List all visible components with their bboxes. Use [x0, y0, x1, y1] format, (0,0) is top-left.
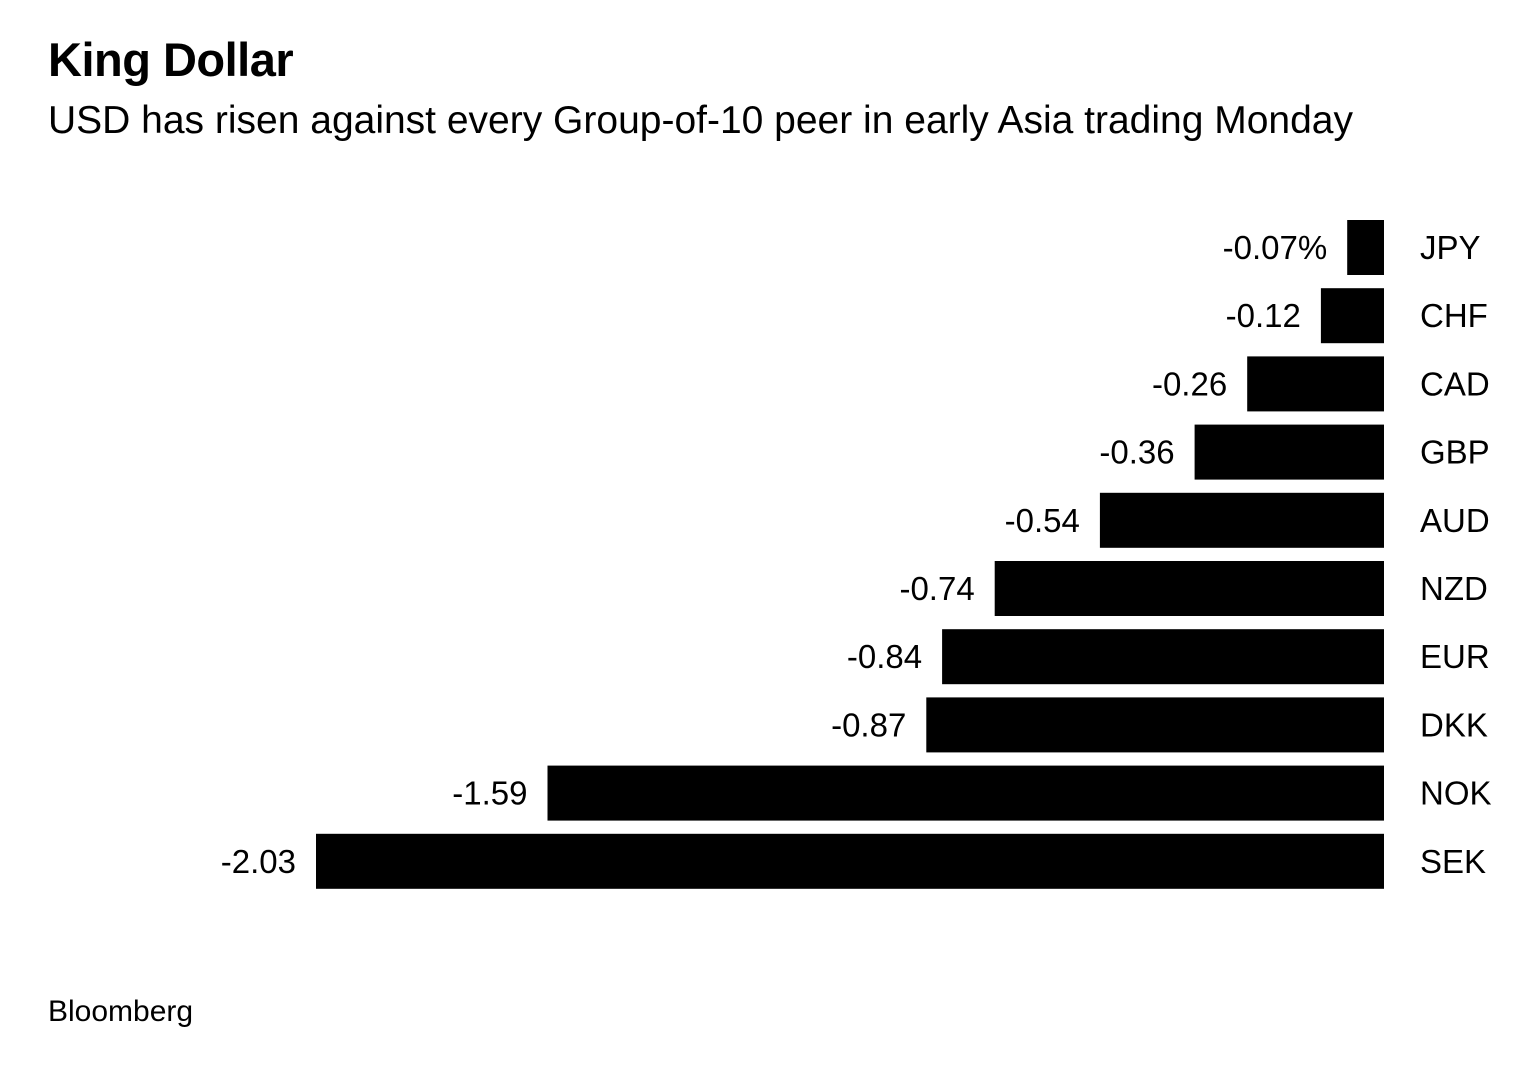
value-label-cad: -0.26	[1152, 365, 1227, 402]
bar-cad	[1247, 356, 1384, 412]
category-label-nzd: NZD	[1420, 570, 1488, 607]
value-label-eur: -0.84	[847, 638, 922, 675]
value-label-sek: -2.03	[221, 843, 296, 880]
category-label-gbp: GBP	[1420, 434, 1490, 471]
bar-chf	[1320, 288, 1384, 344]
bar-sek	[316, 833, 1384, 889]
value-label-jpy: -0.07%	[1223, 229, 1328, 266]
category-label-cad: CAD	[1420, 365, 1490, 402]
category-label-sek: SEK	[1420, 843, 1486, 880]
value-label-gbp: -0.36	[1099, 434, 1174, 471]
value-label-nok: -1.59	[452, 775, 527, 812]
bar-nok	[547, 765, 1384, 821]
bar-nzd	[994, 561, 1384, 616]
category-label-aud: AUD	[1420, 502, 1490, 539]
value-label-nzd: -0.74	[899, 570, 974, 607]
source-credit: Bloomberg	[48, 995, 194, 1028]
category-label-chf: CHF	[1420, 297, 1488, 334]
chart-subtitle: USD has risen against every Group-of-10 …	[48, 99, 1353, 142]
bar-dkk	[926, 697, 1384, 753]
category-label-nok: NOK	[1420, 775, 1492, 812]
bar-aud	[1099, 492, 1384, 548]
value-label-dkk: -0.87	[831, 706, 906, 743]
value-label-aud: -0.54	[1005, 502, 1080, 539]
category-label-eur: EUR	[1420, 638, 1490, 675]
category-label-dkk: DKK	[1420, 706, 1488, 743]
bar-gbp	[1194, 424, 1384, 480]
value-label-chf: -0.12	[1226, 297, 1301, 334]
bar-jpy	[1347, 220, 1384, 275]
category-label-jpy: JPY	[1420, 229, 1481, 266]
chart-title: King Dollar	[48, 33, 294, 86]
bar-eur	[942, 629, 1384, 685]
